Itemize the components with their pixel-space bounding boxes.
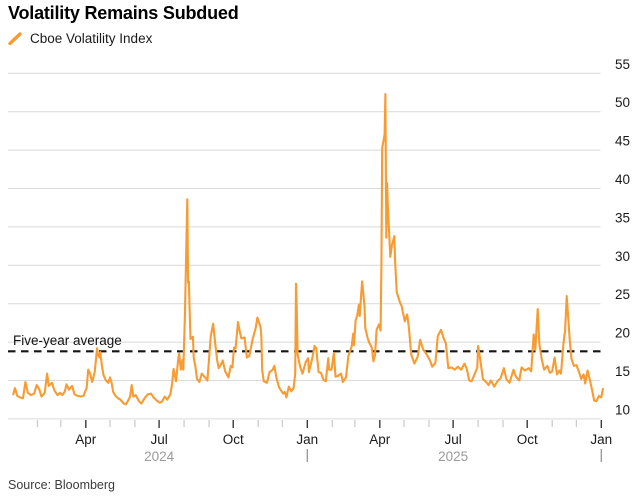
y-axis-tick-label: 20 (615, 326, 630, 341)
x-axis-tick-label: Apr (75, 432, 97, 447)
x-axis-tick-label: Oct (517, 432, 538, 447)
average-line-label: Five-year average (13, 333, 122, 348)
x-axis-tick-label: Jan (296, 432, 318, 447)
vix-line (12, 92, 604, 406)
legend: Cboe Volatility Index (8, 31, 152, 46)
slash-icon (8, 31, 22, 45)
x-axis-tick-label: Jan (590, 432, 612, 447)
y-axis-tick-label: 25 (615, 287, 630, 302)
y-axis-tick-label: 15 (615, 364, 630, 379)
x-axis-tick-label: Jul (444, 432, 461, 447)
legend-item-label: Cboe Volatility Index (30, 31, 153, 46)
y-axis-tick-label: 10 (615, 402, 630, 417)
year-label: 2024 (144, 449, 175, 464)
y-axis-tick-label: 30 (615, 249, 630, 264)
x-axis-tick-label: Oct (223, 432, 244, 447)
x-axis-tick-label: Jul (150, 432, 167, 447)
y-axis-tick-label: 55 (615, 57, 630, 72)
source-credit: Source: Bloomberg (8, 478, 116, 492)
y-axis-tick-label: 35 (615, 210, 630, 225)
y-axis-tick-label: 50 (615, 95, 630, 110)
y-axis-tick-label: 45 (615, 134, 630, 149)
x-axis-tick-label: Apr (369, 432, 391, 447)
page-title: Volatility Remains Subdued (8, 3, 239, 23)
year-label: 2025 (438, 449, 468, 464)
y-axis-tick-label: 40 (615, 172, 630, 187)
